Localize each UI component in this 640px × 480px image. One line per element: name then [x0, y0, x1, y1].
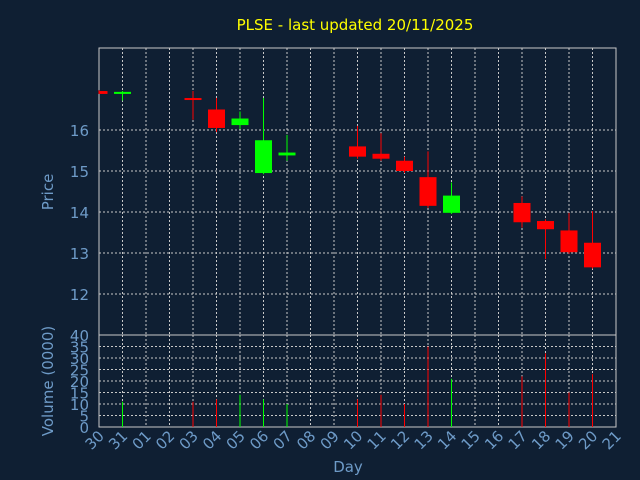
volume-tick-label: 10: [70, 396, 89, 414]
price-tick-label: 13: [70, 245, 89, 263]
volume-tick-label: 15: [70, 385, 89, 403]
candle-body: [99, 91, 108, 94]
x-tick-label: 14: [434, 427, 460, 453]
candle-body: [278, 152, 296, 156]
x-tick-label: 12: [387, 427, 413, 453]
x-tick-label: 09: [317, 427, 343, 453]
candle-body: [184, 98, 202, 101]
candlestick-series: [98, 90, 601, 269]
x-tick-label: 15: [458, 427, 484, 453]
candle-body: [255, 140, 272, 174]
price-axis-label: Price: [39, 174, 57, 211]
candle-body: [513, 202, 531, 223]
candle-body: [349, 146, 366, 157]
x-tick-label: 19: [552, 427, 578, 453]
price-tick-labels: 12 13 14 15 16: [70, 122, 89, 304]
x-axis-label: Day: [333, 458, 363, 476]
candle-body: [208, 109, 225, 128]
candle-body: [231, 118, 249, 126]
price-tick-label: 14: [70, 204, 89, 222]
candle-body: [372, 153, 390, 159]
candle-body: [443, 195, 460, 213]
x-tick-label: 21: [599, 427, 625, 453]
price-panel-frame: [98, 47, 617, 336]
candle-body: [560, 230, 578, 253]
x-tick-label: 04: [199, 427, 225, 453]
candle-body: [537, 221, 554, 230]
price-tick-label: 12: [70, 286, 89, 304]
x-tick-label: 05: [223, 427, 249, 453]
volume-bars: [122, 346, 593, 427]
x-tick-labels: 3031010203040506070809101112131415161718…: [82, 427, 625, 453]
volume-tick-label: 20: [70, 373, 89, 391]
candle-body: [584, 242, 601, 268]
x-tick-label: 17: [505, 427, 531, 453]
price-tick-label: 16: [70, 122, 89, 140]
volume-tick-label: 5: [79, 408, 89, 426]
x-tick-label: 01: [129, 427, 155, 453]
x-tick-label: 10: [340, 427, 366, 453]
x-tick-label: 06: [246, 427, 272, 453]
x-tick-label: 13: [411, 427, 437, 453]
price-tick-label: 15: [70, 163, 89, 181]
chart-title: PLSE - last updated 20/11/2025: [237, 16, 474, 34]
volume-tick-label: 40: [70, 327, 89, 345]
volume-tick-label: 30: [70, 350, 89, 368]
x-tick-label: 07: [270, 427, 296, 453]
x-tick-label: 31: [105, 427, 131, 453]
x-tick-label: 18: [528, 427, 554, 453]
volume-axis-label: Volume (0000): [39, 326, 57, 436]
volume-tick-label: 35: [70, 339, 89, 357]
x-tick-label: 08: [293, 427, 319, 453]
x-tick-label: 02: [152, 427, 178, 453]
candle-body: [396, 160, 413, 171]
candle-body: [114, 91, 131, 94]
price-gridlines: [98, 48, 617, 335]
x-tick-label: 11: [364, 427, 390, 453]
x-tick-label: 03: [176, 427, 202, 453]
x-tick-label: 20: [575, 427, 601, 453]
x-tick-label: 16: [481, 427, 507, 453]
volume-tick-label: 25: [70, 362, 89, 380]
volume-tick-label: 0: [79, 419, 89, 437]
candle-body: [419, 177, 437, 206]
